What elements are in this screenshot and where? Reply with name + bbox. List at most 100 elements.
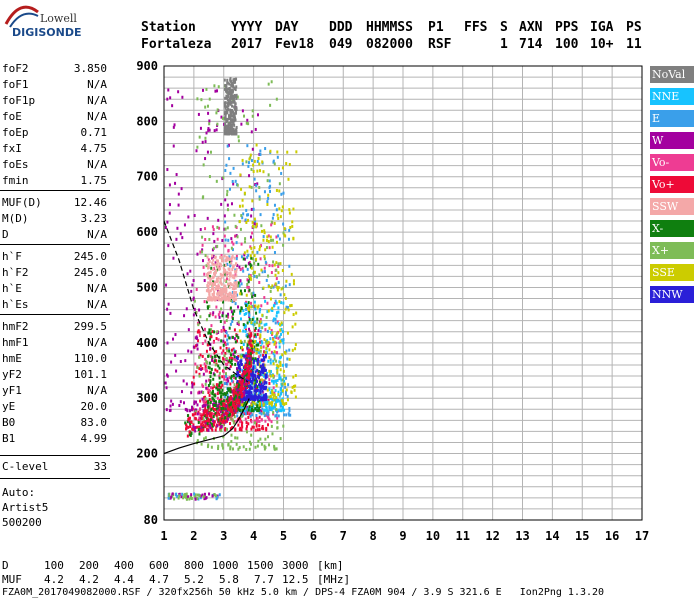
echo-dot xyxy=(225,124,228,128)
echo-dot xyxy=(257,409,260,413)
echo-dot xyxy=(201,383,204,387)
echo-dot xyxy=(216,89,219,93)
echo-dot xyxy=(240,423,243,427)
echo-dot xyxy=(224,428,227,432)
echo-dot xyxy=(213,239,216,243)
echo-dot xyxy=(230,84,233,88)
echo-dot xyxy=(253,364,256,368)
echo-dot xyxy=(208,370,211,374)
echo-dot xyxy=(215,354,218,358)
echo-dot xyxy=(219,262,222,266)
echo-dot xyxy=(232,290,235,294)
logo-arc-icon xyxy=(4,5,39,28)
echo-dot xyxy=(266,412,269,416)
echo-dot xyxy=(262,345,265,349)
echo-dot xyxy=(218,384,221,388)
echo-dot xyxy=(269,358,272,362)
echo-dot xyxy=(250,185,253,189)
echo-dot xyxy=(235,127,238,131)
echo-dot xyxy=(175,173,178,177)
echo-dot xyxy=(219,272,222,276)
trace-dot xyxy=(199,429,202,433)
echo-dot xyxy=(262,403,265,407)
echo-dot xyxy=(264,446,267,450)
echo-dot xyxy=(223,354,226,358)
es-echo-dot xyxy=(170,495,173,499)
echo-dot xyxy=(264,147,267,151)
echo-dot xyxy=(221,405,224,409)
trace-dot xyxy=(210,415,213,419)
echo-dot xyxy=(247,122,250,126)
echo-dot xyxy=(207,405,210,409)
echo-dot xyxy=(191,382,194,386)
echo-dot xyxy=(226,132,229,136)
trace-dot xyxy=(249,359,252,363)
echo-dot xyxy=(234,88,237,92)
echo-dot xyxy=(209,400,212,404)
es-echo-dot xyxy=(171,494,174,498)
echo-dot xyxy=(287,383,290,387)
echo-dot xyxy=(236,367,239,371)
echo-dot xyxy=(225,374,228,378)
param-value: N/A xyxy=(87,384,107,397)
echo-dot xyxy=(292,375,295,379)
echo-dot xyxy=(250,321,253,325)
echo-dot xyxy=(211,329,214,333)
echo-dot xyxy=(231,317,234,321)
echo-dot xyxy=(193,307,196,311)
echo-dot xyxy=(203,334,206,338)
trace-dot xyxy=(229,412,232,416)
echo-dot xyxy=(205,131,208,135)
echo-dot xyxy=(229,131,232,135)
echo-dot xyxy=(228,129,231,133)
echo-dot xyxy=(278,360,281,364)
echo-dot xyxy=(285,279,288,283)
echo-dot xyxy=(208,260,211,264)
echo-dot xyxy=(273,251,276,255)
trace-dot xyxy=(223,403,226,407)
trace-dot xyxy=(248,371,251,375)
echo-dot xyxy=(224,220,227,224)
echo-dot xyxy=(208,122,211,126)
echo-dot xyxy=(282,338,285,342)
echo-dot xyxy=(265,381,268,385)
trace-dot xyxy=(248,350,251,354)
echo-dot xyxy=(227,103,230,107)
echo-dot xyxy=(245,427,248,431)
echo-dot xyxy=(230,356,233,360)
echo-dot xyxy=(266,235,269,239)
echo-dot xyxy=(252,398,255,402)
trace-dot xyxy=(186,414,189,418)
trace-dot xyxy=(210,407,213,411)
y-tick-label: 900 xyxy=(136,59,158,73)
echo-dot xyxy=(215,179,218,183)
echo-dot xyxy=(225,378,228,382)
echo-dot xyxy=(270,331,273,335)
echo-dot xyxy=(256,388,259,392)
echo-dot xyxy=(258,370,261,374)
echo-dot xyxy=(235,93,238,97)
echo-dot xyxy=(260,378,263,382)
echo-dot xyxy=(190,408,193,412)
echo-dot xyxy=(291,325,294,329)
echo-dot xyxy=(244,264,247,268)
echo-dot xyxy=(276,363,279,367)
logo-text-lowell: Lowell xyxy=(40,12,77,25)
param-value: N/A xyxy=(87,282,107,295)
echo-dot xyxy=(274,403,277,407)
param-name: h`Es xyxy=(2,298,29,311)
trace-dot xyxy=(222,420,225,424)
es-echo-dot xyxy=(218,493,221,497)
echo-dot xyxy=(257,262,260,266)
trace-dot xyxy=(241,373,244,377)
echo-dot xyxy=(168,211,171,215)
echo-dot xyxy=(218,297,221,301)
echo-dot xyxy=(288,208,291,212)
echo-dot xyxy=(217,338,220,342)
echo-dot xyxy=(258,310,261,314)
echo-dot xyxy=(260,400,263,404)
trace-dot xyxy=(235,409,238,413)
echo-dot xyxy=(240,307,243,311)
echo-dot xyxy=(228,326,231,330)
header-value-ddd: 049 xyxy=(329,37,353,52)
